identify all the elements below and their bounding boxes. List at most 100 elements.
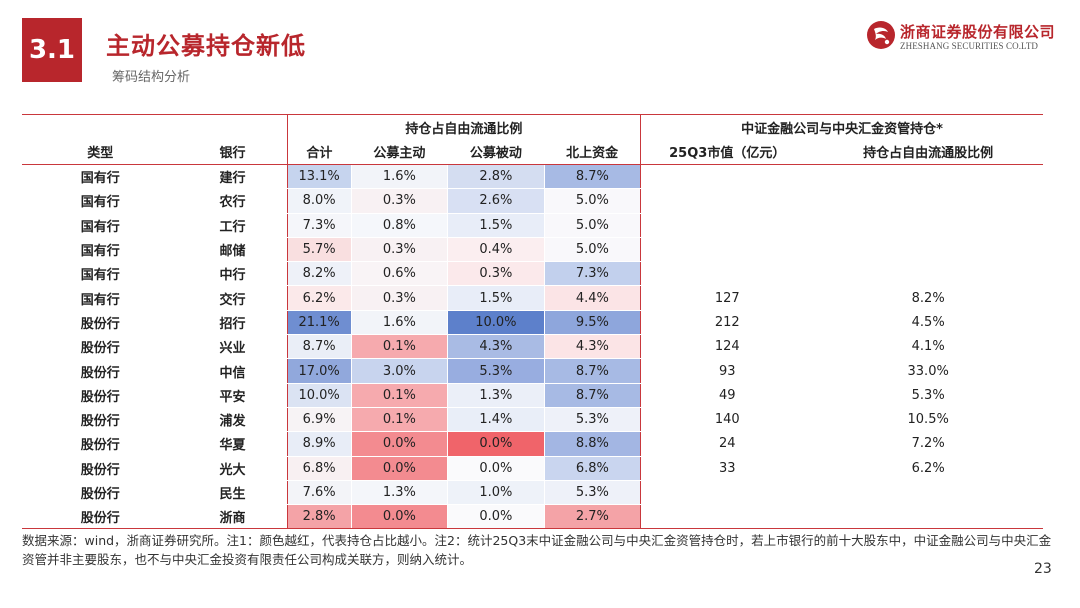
group-header-row: 持仓占自由流通比例 中证金融公司与中央汇金资管持仓* [22,114,1043,140]
row-north-cell: 4.3% [543,334,642,360]
row-passive-cell: 1.5% [447,213,545,238]
source-note: 数据来源：wind，浙商证券研究所。注1：颜色越红，代表持仓占比越小。注2：统计… [22,533,1052,567]
row-free-float-ratio-cell: 6.2% [813,456,1043,481]
row-bank-cell: 浦发 [178,407,288,433]
row-bank-cell: 平安 [178,383,288,408]
row-market-value-cell [640,504,814,530]
row-free-float-ratio-cell [813,237,1043,263]
row-total-cell: 8.7% [286,334,352,360]
row-type-cell: 国有行 [22,188,179,214]
table-row: 股份行 浙商 2.8% 0.0% 0.0% 2.7% [22,504,1043,530]
row-active-cell: 1.6% [350,309,448,336]
row-market-value-cell: 140 [640,407,814,433]
row-passive-cell: 4.3% [447,334,545,360]
row-active-cell: 0.3% [350,237,448,263]
row-active-cell: 0.8% [350,213,448,238]
row-bank-cell: 招行 [178,309,288,336]
row-active-cell: 0.1% [350,383,448,408]
row-bank-cell: 建行 [178,164,288,190]
row-passive-cell: 1.4% [447,407,545,433]
row-market-value-cell [640,480,814,506]
row-market-value-cell: 24 [640,431,814,457]
row-market-value-cell [640,164,814,190]
row-type-cell: 国有行 [22,261,179,287]
row-free-float-ratio-cell [813,188,1043,214]
slide-title: 主动公募持仓新低 [106,32,306,60]
row-north-cell: 4.4% [543,285,642,311]
row-total-cell: 6.8% [286,456,352,481]
row-north-cell: 6.8% [543,456,642,481]
row-passive-cell: 0.0% [447,456,545,481]
row-market-value-cell: 33 [640,456,814,481]
table-row: 股份行 平安 10.0% 0.1% 1.3% 8.7% 49 5.3% [22,383,1043,408]
row-type-cell: 股份行 [22,504,179,530]
row-bank-cell: 兴业 [178,334,288,360]
row-north-cell: 5.0% [543,188,642,214]
brand-name-en: ZHESHANG SECURITIES CO.LTD [900,41,1039,51]
row-north-cell: 8.7% [543,164,642,190]
row-type-cell: 国有行 [22,213,179,238]
row-active-cell: 0.0% [350,504,448,530]
row-active-cell: 0.3% [350,285,448,311]
row-free-float-ratio-cell [813,261,1043,287]
row-total-cell: 7.6% [286,480,352,506]
row-free-float-ratio-cell: 33.0% [813,358,1043,384]
row-type-cell: 股份行 [22,358,179,384]
row-total-cell: 17.0% [286,358,352,384]
table-row: 股份行 中信 17.0% 3.0% 5.3% 8.7% 93 33.0% [22,358,1043,384]
row-bank-cell: 工行 [178,213,288,238]
row-north-cell: 8.7% [543,358,642,384]
row-free-float-ratio-cell [813,480,1043,506]
table-row: 股份行 招行 21.1% 1.6% 10.0% 9.5% 212 4.5% [22,309,1043,336]
row-north-cell: 5.3% [543,407,642,433]
row-free-float-ratio-cell: 4.5% [813,309,1043,336]
row-total-cell: 6.9% [286,407,352,433]
row-free-float-ratio-cell: 7.2% [813,431,1043,457]
row-passive-cell: 2.8% [447,164,545,190]
row-market-value-cell: 93 [640,358,814,384]
table-row: 股份行 华夏 8.9% 0.0% 0.0% 8.8% 24 7.2% [22,431,1043,457]
row-total-cell: 21.1% [286,309,352,336]
table-row: 股份行 浦发 6.9% 0.1% 1.4% 5.3% 140 10.5% [22,407,1043,433]
row-bank-cell: 光大 [178,456,288,481]
row-passive-cell: 2.6% [447,188,545,214]
row-market-value-cell: 127 [640,285,814,311]
row-type-cell: 国有行 [22,237,179,263]
row-passive-cell: 1.5% [447,285,545,311]
row-market-value-cell [640,188,814,214]
row-bank-cell: 交行 [178,285,288,311]
row-type-cell: 股份行 [22,383,179,408]
col-header-type: 类型 [22,139,179,165]
col-header-market-value: 25Q3市值（亿元） [640,139,814,165]
row-market-value-cell: 49 [640,383,814,408]
row-passive-cell: 1.0% [447,480,545,506]
brand-name-cn: 浙商证券股份有限公司 [900,23,1056,41]
row-total-cell: 8.0% [286,188,352,214]
row-active-cell: 0.1% [350,334,448,360]
row-north-cell: 2.7% [543,504,642,530]
row-type-cell: 股份行 [22,334,179,360]
row-market-value-cell [640,237,814,263]
row-bank-cell: 中行 [178,261,288,287]
row-passive-cell: 10.0% [447,309,545,336]
row-total-cell: 8.9% [286,431,352,457]
row-free-float-ratio-cell: 4.1% [813,334,1043,360]
row-market-value-cell: 124 [640,334,814,360]
row-market-value-cell [640,213,814,238]
holdings-table: 持仓占自由流通比例 中证金融公司与中央汇金资管持仓* 类型 银行 合计 公募主动… [22,114,1043,530]
table-row: 股份行 光大 6.8% 0.0% 0.0% 6.8% 33 6.2% [22,456,1043,481]
row-free-float-ratio-cell [813,164,1043,190]
column-header-row: 类型 银行 合计 公募主动 公募被动 北上资金 25Q3市值（亿元） 持仓占自由… [22,139,1043,165]
row-north-cell: 8.8% [543,431,642,457]
row-active-cell: 0.3% [350,188,448,214]
header-blank-bank [178,114,288,140]
row-north-cell: 9.5% [543,309,642,336]
row-bank-cell: 民生 [178,480,288,506]
row-total-cell: 13.1% [286,164,352,190]
row-total-cell: 2.8% [286,504,352,530]
page-number: 23 [1034,561,1052,577]
row-passive-cell: 0.3% [447,261,545,287]
row-passive-cell: 0.0% [447,431,545,457]
row-north-cell: 5.3% [543,480,642,506]
row-type-cell: 股份行 [22,480,179,506]
